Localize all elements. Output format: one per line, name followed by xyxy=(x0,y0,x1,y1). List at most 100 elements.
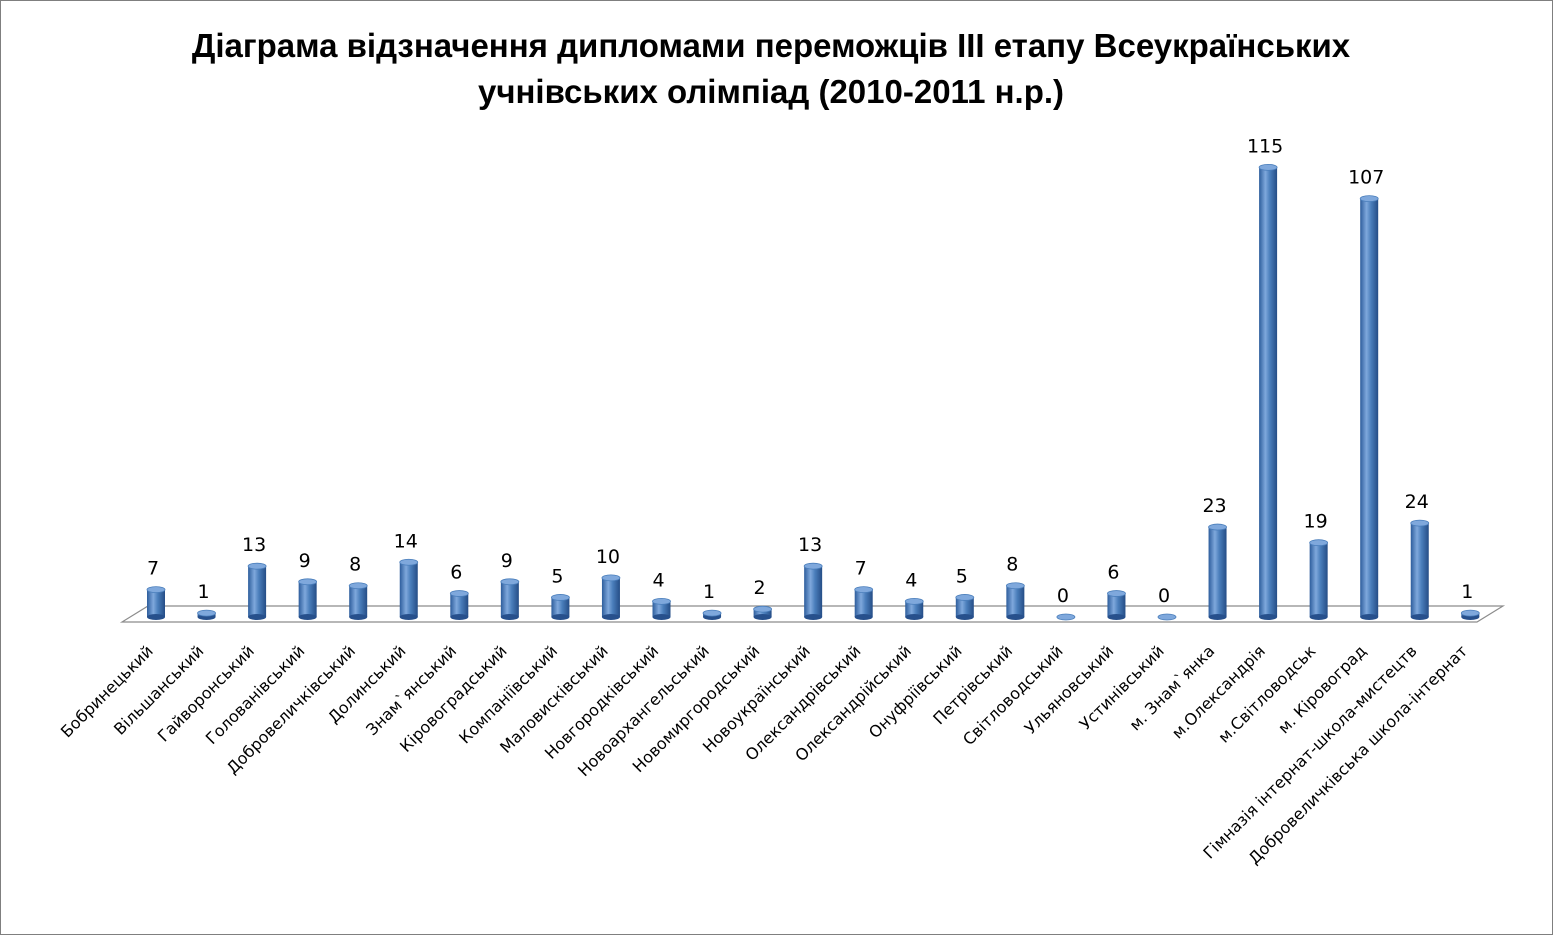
bar-body xyxy=(1259,167,1278,617)
data-label: 23 xyxy=(1202,495,1226,517)
bar-body xyxy=(854,589,873,617)
bar xyxy=(601,574,621,620)
data-label: 1 xyxy=(703,581,715,603)
data-label: 9 xyxy=(299,550,311,572)
data-label: 0 xyxy=(1158,585,1170,607)
bar xyxy=(1309,539,1329,620)
bar xyxy=(247,562,267,620)
data-label: 107 xyxy=(1348,167,1384,189)
category-label: Вільшанський xyxy=(110,641,207,738)
bar-base xyxy=(399,614,418,620)
data-label: 115 xyxy=(1247,135,1283,157)
bar-body xyxy=(1107,593,1126,617)
bar-base xyxy=(1208,614,1227,620)
bar-body xyxy=(804,566,823,617)
category-label: м.Олександрія xyxy=(1168,641,1269,742)
data-label: 24 xyxy=(1405,491,1429,513)
data-label: 4 xyxy=(652,569,664,591)
bar-base xyxy=(450,614,469,620)
bar xyxy=(146,586,166,620)
bar-body xyxy=(955,597,974,617)
bar xyxy=(399,558,419,620)
bar-base xyxy=(1410,614,1429,620)
bar-body xyxy=(652,601,671,617)
bar xyxy=(298,578,318,620)
bars-layer xyxy=(146,163,1480,621)
data-label: 2 xyxy=(754,577,766,599)
bar-cap xyxy=(1056,613,1076,621)
bar xyxy=(1056,613,1076,621)
bar-base xyxy=(248,614,267,620)
bar xyxy=(1460,609,1480,620)
category-label: Бобринецький xyxy=(57,641,157,741)
bar xyxy=(551,594,570,620)
bar-cap xyxy=(652,597,671,605)
bar-cap xyxy=(1359,195,1379,203)
data-label: 9 xyxy=(501,550,513,572)
data-label: 13 xyxy=(242,534,266,556)
bar-cap xyxy=(753,605,772,613)
bar xyxy=(1359,195,1379,620)
bar xyxy=(500,578,520,620)
chart-title-line-2: учнівських олімпіад (2010-2011 н.р.) xyxy=(477,73,1065,110)
bar-body xyxy=(500,581,519,617)
bar-cap xyxy=(1107,590,1126,597)
bar-body xyxy=(147,589,165,617)
bar-cap xyxy=(854,586,874,594)
bar-base xyxy=(1107,614,1126,620)
data-label: 7 xyxy=(147,558,159,580)
bar-base xyxy=(298,614,317,620)
data-label: 1 xyxy=(1461,581,1473,603)
bar-cap xyxy=(904,597,924,605)
category-labels-layer: БобринецькийВільшанськийГайворонськийГол… xyxy=(57,641,1471,868)
bar xyxy=(803,562,823,620)
bar-body xyxy=(349,585,368,617)
bar-base xyxy=(1259,614,1278,620)
bar-base xyxy=(1360,614,1379,620)
bar-body xyxy=(753,609,772,617)
bar-cap xyxy=(1460,609,1480,617)
bar-cap xyxy=(449,590,469,597)
bar-body xyxy=(450,593,469,617)
bar-base xyxy=(551,614,570,620)
bar-body xyxy=(905,601,924,617)
bar xyxy=(1157,613,1177,621)
bar-cap xyxy=(803,562,823,570)
bar-cap xyxy=(601,574,621,582)
bar-cap xyxy=(348,582,368,590)
chart-title: Діаграма відзначення дипломами переможці… xyxy=(151,23,1391,115)
bar-body xyxy=(601,577,620,617)
bar-body xyxy=(1006,585,1025,617)
bar-base xyxy=(753,614,772,620)
bar-base xyxy=(804,614,823,620)
bar-cap xyxy=(298,578,318,586)
data-label: 1 xyxy=(198,581,210,603)
data-label: 0 xyxy=(1057,585,1069,607)
bar-cap xyxy=(399,558,419,566)
bar-cap xyxy=(1410,519,1430,527)
data-label: 7 xyxy=(855,558,867,580)
bar xyxy=(955,594,975,620)
bar-cap xyxy=(955,594,975,601)
bar-cap xyxy=(146,586,166,594)
bar xyxy=(702,609,722,620)
chart-title-line-1: Діаграма відзначення дипломами переможці… xyxy=(191,27,1351,64)
bar xyxy=(348,582,368,620)
data-label: 5 xyxy=(956,565,968,587)
bar xyxy=(1208,523,1227,620)
data-label: 13 xyxy=(798,534,822,556)
bar-cap xyxy=(702,609,722,617)
bar-cap xyxy=(197,609,216,617)
bar-cap xyxy=(247,562,267,570)
bar-base xyxy=(1309,614,1328,620)
bar-body xyxy=(1309,542,1328,617)
category-label: Ульяновський xyxy=(1021,641,1117,737)
bar-cap xyxy=(1157,613,1177,621)
bar xyxy=(753,605,772,620)
bar-cap xyxy=(1258,163,1278,171)
data-label: 6 xyxy=(1107,562,1119,584)
bar-cap xyxy=(1208,523,1227,531)
bar-base xyxy=(349,614,368,620)
data-label: 10 xyxy=(596,546,620,568)
